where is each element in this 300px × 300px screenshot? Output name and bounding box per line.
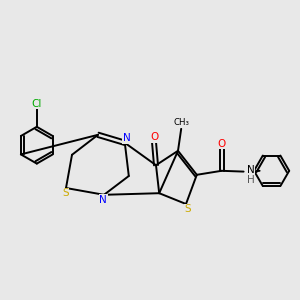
Text: CH₃: CH₃ [174, 118, 190, 127]
Text: S: S [62, 188, 68, 198]
Text: O: O [150, 132, 158, 142]
Text: N: N [247, 165, 255, 175]
Text: O: O [218, 139, 226, 148]
Text: N: N [123, 133, 131, 143]
Text: S: S [184, 204, 191, 214]
Text: N: N [99, 195, 107, 205]
Text: H: H [247, 175, 255, 184]
Text: Cl: Cl [32, 99, 42, 109]
